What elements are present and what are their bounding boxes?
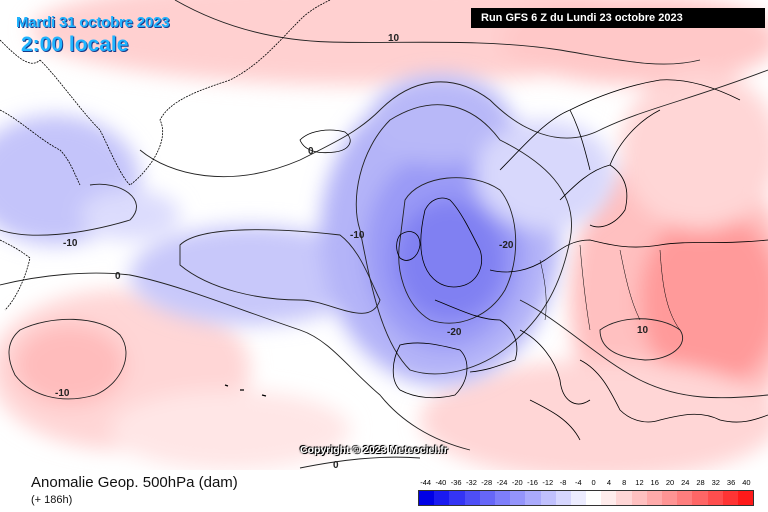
legend-label: 20 [665, 478, 675, 487]
legend-swatch [631, 491, 647, 505]
legend-label: -24 [496, 478, 508, 487]
legend-swatch [419, 491, 435, 505]
contour-lines [0, 0, 768, 469]
model-run-label: Run GFS 6 Z du Lundi 23 octobre 2023 [471, 8, 765, 28]
legend-swatch [510, 491, 526, 505]
contour-label: 10 [637, 325, 649, 336]
legend-label: 28 [696, 478, 705, 487]
contour-label: -20 [499, 240, 514, 251]
contour-label: 10 [388, 33, 400, 44]
legend-swatch [722, 491, 738, 505]
legend-swatch [570, 491, 587, 505]
contour-label: -10 [63, 238, 78, 249]
legend-swatch [464, 491, 480, 505]
legend-label: 24 [681, 478, 690, 487]
legend-label: -40 [435, 478, 447, 487]
forecast-lead-time: (+ 186h) [31, 494, 73, 506]
legend-label: 40 [742, 478, 751, 487]
legend-label: -4 [575, 478, 582, 487]
forecast-date: Mardi 31 octobre 2023 [16, 14, 170, 31]
contour-labels: 10 0 -10 -10 0 -10 -20 -20 10 0 [55, 33, 649, 470]
forecast-time: 2:00 locale [21, 33, 129, 56]
color-scale-legend: -44 -40 -36 -32 -28 -24 -20 -16 -12 -8 -4 0 4 8 12 16 20… [418, 478, 754, 508]
legend-label: -28 [481, 478, 493, 487]
contour-label: 0 [115, 271, 121, 282]
legend-color-bar [418, 490, 754, 506]
legend-swatch [646, 491, 662, 505]
legend-swatch [692, 491, 708, 505]
legend-label: 8 [622, 478, 627, 487]
legend-label: -44 [420, 478, 432, 487]
contour-label: -10 [55, 388, 70, 399]
legend-label: 0 [591, 478, 596, 487]
map-footer: Anomalie Geop. 500hPa (dam) (+ 186h) -44… [0, 470, 768, 512]
legend-labels: -44 -40 -36 -32 -28 -24 -20 -16 -12 -8 -4 0 4 8 12 16 20… [418, 478, 754, 489]
legend-swatch [494, 491, 511, 505]
legend-swatch [449, 491, 465, 505]
legend-swatch [707, 491, 723, 505]
legend-label: 32 [711, 478, 720, 487]
anomaly-map: 10 0 -10 -10 0 -10 -20 -20 10 0 [0, 0, 768, 470]
legend-label: -8 [559, 478, 567, 487]
legend-swatch [616, 491, 632, 505]
contour-label: 0 [333, 460, 339, 470]
contour-label: 0 [308, 146, 314, 157]
legend-label: 12 [635, 478, 644, 487]
legend-label: 4 [606, 478, 611, 487]
legend-label: 16 [650, 478, 659, 487]
legend-swatch [540, 491, 556, 505]
legend-swatch [434, 491, 450, 505]
map-title: Anomalie Geop. 500hPa (dam) [31, 474, 238, 491]
legend-swatch [555, 491, 571, 505]
legend-swatch [586, 491, 602, 505]
legend-swatch [525, 491, 541, 505]
contour-label: -20 [447, 327, 462, 338]
legend-label: -12 [542, 478, 554, 487]
coastlines [0, 0, 768, 441]
copyright-notice: Copyright © 2023 Meteociel.fr [300, 444, 448, 456]
legend-swatch [479, 491, 495, 505]
contour-label: -10 [350, 230, 365, 241]
legend-label: -16 [527, 478, 538, 487]
legend-swatch [662, 491, 678, 505]
legend-swatch [601, 491, 617, 505]
legend-swatch [737, 491, 754, 505]
legend-label: -36 [450, 478, 462, 487]
legend-label: -20 [511, 478, 523, 487]
legend-swatch [677, 491, 693, 505]
negative-anomaly-areas [0, 75, 615, 385]
legend-label: -32 [466, 478, 477, 487]
legend-label: 36 [726, 478, 736, 487]
